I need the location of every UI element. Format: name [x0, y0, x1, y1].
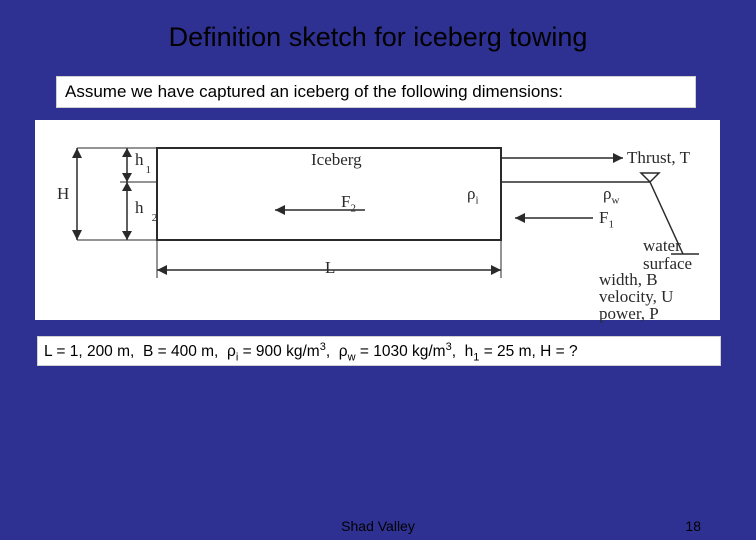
l-dim-left-icon [157, 265, 167, 275]
h1-top-icon [122, 148, 132, 157]
h1-bot-icon [122, 173, 132, 182]
param-h-sym: h [465, 343, 474, 360]
h2-sub: 2 [152, 212, 158, 224]
param-h1-val: = 25 m, H = ? [484, 343, 578, 360]
f1-sub: 1 [608, 218, 614, 230]
rho-w-sub: w [611, 194, 619, 206]
param-rhow-val: = 1030 kg/m [360, 343, 446, 360]
h2-bot-icon [122, 231, 132, 240]
footer-center: Shad Valley [0, 518, 756, 534]
thrust-arrow-head-icon [613, 153, 623, 163]
param-rhow-sup: 3 [446, 341, 452, 353]
assumption-box: Assume we have captured an iceberg of th… [56, 76, 696, 108]
parameters-box: L = 1, 200 m, B = 400 m, ρi = 900 kg/m3,… [37, 336, 721, 366]
param-rhoi-sym: ρ [227, 343, 236, 360]
h2-label: h 2 [135, 198, 153, 220]
h-total-bot-icon [72, 230, 82, 240]
h-total-top-icon [72, 148, 82, 158]
h2-top-icon [122, 182, 132, 191]
param-rhoi-sup: 3 [320, 341, 326, 353]
l-dim-right-icon [491, 265, 501, 275]
iceberg-diagram: Iceberg Thrust, T ρw ρi F1 F2 L H h1 h 2… [35, 120, 720, 320]
slide-number: 18 [685, 518, 701, 534]
rho-w-label: ρw [603, 184, 619, 206]
param-l: L = 1, 200 m, [44, 343, 134, 360]
param-rhow-sub: w [348, 351, 356, 363]
rho-i-sub: i [475, 194, 478, 206]
param-rhoi-sub: i [236, 351, 238, 363]
slide-title: Definition sketch for iceberg towing [0, 0, 756, 53]
f2-sub: 2 [350, 202, 356, 214]
h1-sub: 1 [146, 164, 152, 176]
h1-label: h1 [135, 150, 149, 172]
h1-sym: h [135, 150, 144, 169]
rho-i-label: ρi [467, 184, 479, 206]
f1-arrow-head-icon [515, 213, 525, 223]
param-rhow-sym: ρ [339, 343, 348, 360]
thrust-label: Thrust, T [627, 148, 690, 168]
side-note-3: power, P [599, 304, 659, 324]
big-h-label: H [57, 184, 69, 204]
f2-label: F2 [341, 192, 356, 214]
l-label: L [325, 258, 335, 278]
f1-label: F1 [599, 208, 614, 230]
water-triangle-icon [641, 173, 659, 182]
param-h1-sub: 1 [473, 351, 479, 363]
iceberg-label: Iceberg [311, 150, 362, 170]
h2-sym: h [135, 198, 144, 217]
f2-arrow-head-icon [275, 205, 285, 215]
param-rhoi-val: = 900 kg/m [243, 343, 320, 360]
water-surface-l1: water [643, 236, 681, 256]
param-b: B = 400 m, [143, 343, 218, 360]
